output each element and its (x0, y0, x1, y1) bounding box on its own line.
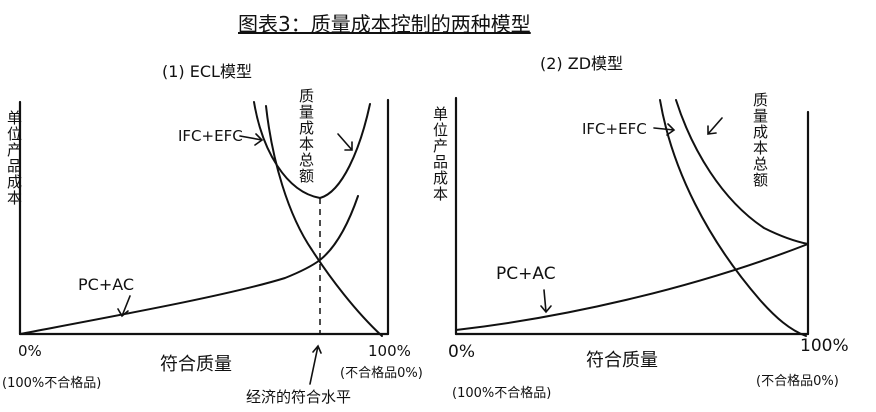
right-total-cost-curve (675, 99, 809, 245)
right-hundred-pct-note: (不合格品0%) (756, 374, 839, 389)
left-x-axis-label: 符合质量 (160, 354, 232, 375)
right-total-cost-label: 质量成本总额 (751, 92, 769, 188)
right-x-start-label: 0% (448, 342, 475, 362)
right-pc-ac-label: PC+AC (496, 264, 556, 284)
right-pc-arrow (540, 289, 552, 314)
left-total-cost-curve (253, 101, 371, 200)
right-subtitle: (2) ZD模型 (540, 54, 624, 73)
left-panel (18, 98, 390, 385)
right-ifc-efc-curve (659, 99, 807, 337)
right-pc-ac-curve (455, 243, 809, 331)
right-y-axis-label: 单位产品成本 (431, 106, 449, 202)
left-ifc-efc-curve (265, 105, 383, 337)
left-pc-arrow (117, 295, 131, 318)
left-subtitle: (1) ECL模型 (162, 62, 252, 81)
left-zero-pct-note: (100%不合格品) (2, 376, 102, 391)
left-ifc-efc-label: IFC+EFC (178, 127, 243, 145)
right-x-end-label: 100% (800, 336, 849, 356)
economic-conformance-label: 经济的符合水平 (246, 388, 352, 406)
left-total-cost-label: 质量成本总额 (297, 88, 315, 184)
right-ifc-efc-label: IFC+EFC (582, 120, 647, 138)
left-y-axis-label: 单位产品成本 (5, 110, 23, 206)
right-total-arrow (707, 117, 723, 135)
left-ifc-arrow (239, 133, 264, 146)
right-zero-pct-note: (100%不合格品) (452, 386, 552, 401)
left-pc-ac-label: PC+AC (78, 275, 135, 294)
figure-title: 图表3：质量成本控制的两种模型 (238, 12, 531, 36)
right-panel (454, 96, 810, 337)
left-x-start-label: 0% (18, 342, 42, 360)
right-x-axis-label: 符合质量 (586, 350, 658, 371)
left-hundred-pct-note: (不合格品0%) (340, 366, 423, 381)
left-econ-arrow (309, 344, 322, 385)
left-x-end-label: 100% (368, 342, 411, 360)
right-ifc-arrow (653, 123, 676, 136)
left-total-arrow (337, 133, 353, 151)
left-pc-ac-curve (19, 195, 359, 335)
